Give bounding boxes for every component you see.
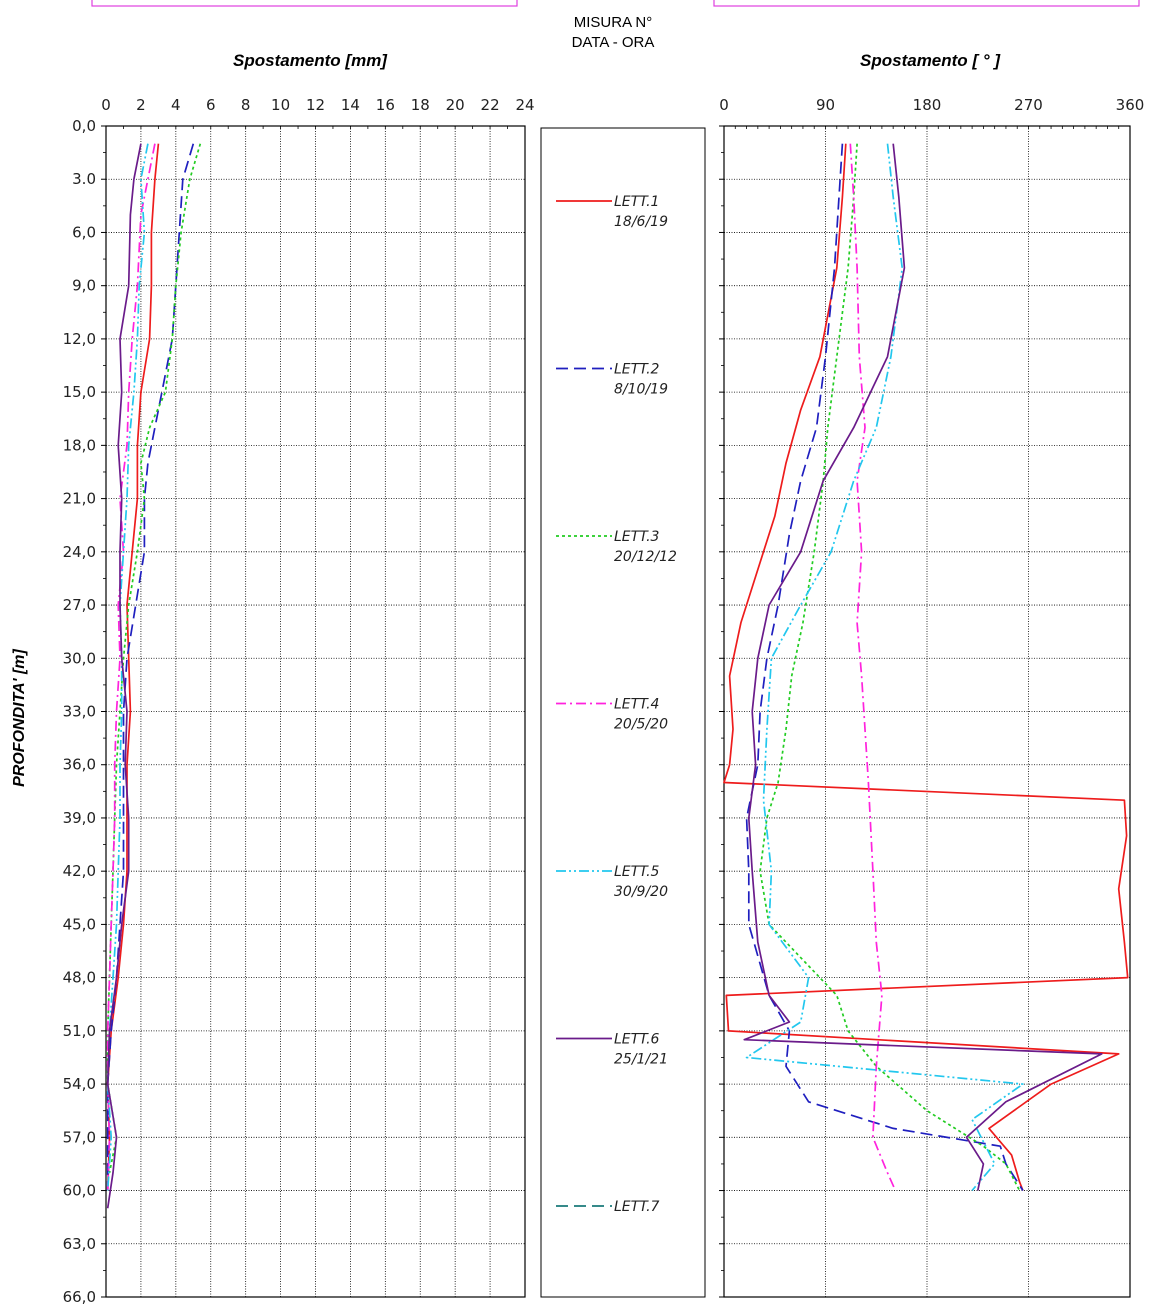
y-tick-label: 33,0 <box>63 703 96 721</box>
x-tick-label: 0 <box>101 96 111 114</box>
plot-frame <box>105 125 526 1298</box>
y-tick-label: 42,0 <box>63 862 96 880</box>
x-tick-label: 2 <box>136 96 146 114</box>
series-lett4-line <box>106 143 156 1191</box>
y-tick-label: 12,0 <box>63 330 96 348</box>
x-tick-label: 90 <box>816 96 835 114</box>
legend-label: LETT.1 <box>614 194 659 210</box>
x-tick-label: 14 <box>341 96 360 114</box>
y-tick-label: 66,0 <box>63 1288 96 1306</box>
y-tick-label: 0,0 <box>72 117 96 135</box>
left-plot: 0 2 4 6 8 10 12 14 16 18 20 22 240,03.06,09,012,015,… <box>63 96 535 1306</box>
x-tick-label: 0 <box>719 96 729 114</box>
y-tick-label: 48,0 <box>63 969 96 987</box>
legend-label: LETT.4 <box>614 697 659 713</box>
title-box-left <box>91 0 518 7</box>
x-tick-label: 270 <box>1014 96 1043 114</box>
legend-date: 20/12/12 <box>614 549 677 565</box>
series-lett6-line <box>743 143 1103 1191</box>
header-line1: MISURA N° <box>574 14 653 31</box>
legend-date: 25/1/21 <box>614 1052 668 1068</box>
series-lett3-line <box>759 143 1021 1191</box>
title-box-right <box>713 0 1140 7</box>
series-lett5-line <box>745 143 1024 1192</box>
y-tick-label: 54,0 <box>63 1075 96 1093</box>
x-tick-label: 8 <box>241 96 251 114</box>
series-lett5-line <box>106 143 149 1191</box>
y-tick-label: 3.0 <box>72 170 96 188</box>
x-tick-label: 18 <box>411 96 430 114</box>
y-tick-label: 9,0 <box>72 277 96 295</box>
legend: LETT.1 18/6/19 LETT.2 8/10/19 LETT.3 20/12/12… <box>540 127 706 1298</box>
x-tick-label: 6 <box>206 96 216 114</box>
right-chart-title: Spostamento [ ° ] <box>860 51 1001 70</box>
y-tick-label: 6,0 <box>72 223 96 241</box>
x-tick-label: 20 <box>446 96 465 114</box>
left-chart-title: Spostamento [mm] <box>233 51 388 70</box>
y-tick-label: 15,0 <box>63 383 96 401</box>
legend-date: 20/5/20 <box>614 717 668 733</box>
y-tick-label: 24,0 <box>63 543 96 561</box>
legend-label: LETT.7 <box>614 1199 660 1215</box>
legend-date: 18/6/19 <box>614 214 668 230</box>
series-lett2-line <box>745 143 1024 1191</box>
x-tick-label: 22 <box>481 96 500 114</box>
legend-frame <box>540 127 706 1298</box>
series-lett1-line <box>723 143 1129 1191</box>
y-tick-label: 57,0 <box>63 1128 96 1146</box>
y-tick-label: 51,0 <box>63 1022 96 1040</box>
y-tick-label: 30,0 <box>63 649 96 667</box>
series-lett6-line <box>106 143 142 1209</box>
x-tick-label: 24 <box>515 96 534 114</box>
legend-label: LETT.2 <box>614 362 660 378</box>
header-line2: DATA - ORA <box>572 34 655 51</box>
x-tick-label: 16 <box>376 96 395 114</box>
series-lett1-line <box>106 143 160 1191</box>
y-tick-label: 21,0 <box>63 490 96 508</box>
right-plot: 0 90 180 270 360 <box>719 96 1145 1298</box>
y-tick-label: 18,0 <box>63 436 96 454</box>
y-tick-label: 36,0 <box>63 756 96 774</box>
series-lett4-line <box>849 143 897 1191</box>
y-tick-label: 63,0 <box>63 1235 96 1253</box>
y-tick-label: 39,0 <box>63 809 96 827</box>
legend-label: LETT.5 <box>614 864 660 880</box>
legend-date: 8/10/19 <box>614 382 668 398</box>
x-tick-label: 12 <box>306 96 325 114</box>
y-tick-label: 27,0 <box>63 596 96 614</box>
y-tick-label: 60,0 <box>63 1182 96 1200</box>
plot-frame <box>723 125 1131 1298</box>
x-tick-label: 10 <box>271 96 290 114</box>
y-tick-label: 45,0 <box>63 915 96 933</box>
x-tick-label: 180 <box>913 96 942 114</box>
x-tick-label: 360 <box>1116 96 1145 114</box>
x-tick-label: 4 <box>171 96 181 114</box>
legend-label: LETT.3 <box>614 529 659 545</box>
legend-date: 30/9/20 <box>614 884 668 900</box>
y-axis-label: PROFONDITA' [m] <box>11 648 28 786</box>
legend-label: LETT.6 <box>614 1032 660 1048</box>
